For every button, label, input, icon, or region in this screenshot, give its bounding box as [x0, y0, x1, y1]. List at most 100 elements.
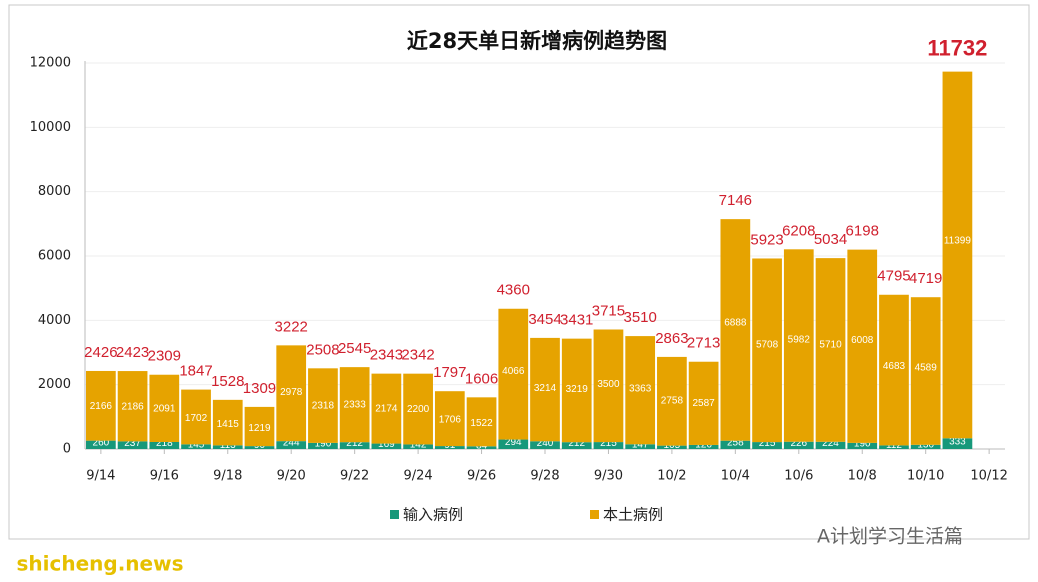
data-label: 190 — [315, 439, 332, 450]
bar-segment — [86, 370, 116, 441]
x-tick-label: 10/2 — [657, 469, 686, 484]
data-label: 142 — [410, 439, 427, 450]
data-label: 240 — [537, 438, 554, 449]
bar-segment — [149, 441, 180, 449]
data-label: 3214 — [534, 383, 557, 394]
x-tick-label: 10/6 — [784, 469, 813, 484]
bar-segment — [879, 445, 909, 449]
total-label: 2309 — [148, 348, 181, 365]
x-tick-label: 9/28 — [530, 469, 559, 484]
total-label: 2343 — [370, 347, 403, 364]
bar-segment — [339, 367, 370, 443]
bar-segment — [466, 397, 497, 447]
y-tick-label: 12000 — [30, 56, 71, 71]
bar-segment — [308, 442, 338, 449]
data-label: 145 — [188, 439, 205, 450]
data-label: 2587 — [692, 398, 715, 409]
bar-segment — [910, 444, 941, 449]
bar-segment — [276, 345, 307, 442]
bar-segment — [244, 446, 275, 449]
data-label: 2333 — [344, 400, 367, 411]
data-label: 218 — [156, 438, 173, 449]
total-label: 4795 — [877, 268, 910, 285]
bar-segment — [403, 373, 433, 445]
bar-segment — [942, 438, 973, 449]
data-label: 11399 — [944, 235, 972, 246]
data-label: 5710 — [819, 339, 842, 350]
bar-segment — [625, 444, 656, 449]
bar-segment — [466, 446, 497, 449]
bar-segment — [371, 443, 402, 449]
total-label: 1606 — [465, 370, 498, 387]
bar-segment — [498, 308, 529, 440]
total-label: 2508 — [306, 341, 339, 358]
bar-segment — [561, 338, 592, 443]
bar-segment — [752, 258, 782, 443]
data-label: 1522 — [470, 418, 493, 429]
data-label: 169 — [378, 439, 395, 450]
total-label: 1797 — [433, 364, 466, 381]
data-label: 3219 — [566, 384, 589, 395]
total-label: 1847 — [179, 363, 212, 380]
total-label: 2713 — [687, 335, 720, 352]
bar-segment — [530, 337, 560, 442]
bar-segment — [625, 336, 656, 445]
data-label: 1415 — [217, 419, 240, 430]
total-label: 2545 — [338, 340, 371, 357]
bar-segment — [815, 441, 846, 449]
data-label: 333 — [949, 436, 966, 447]
legend-swatch — [390, 510, 399, 519]
data-label: 2978 — [280, 387, 303, 398]
bar-segment — [783, 249, 814, 442]
legend-swatch — [590, 510, 599, 519]
total-label: 2426 — [84, 344, 117, 361]
bar-segment — [149, 374, 180, 442]
total-label: 3222 — [275, 318, 308, 335]
data-label: 190 — [854, 439, 871, 450]
y-tick-label: 2000 — [38, 377, 71, 392]
data-label: 294 — [505, 437, 522, 448]
data-label: 5982 — [788, 335, 811, 346]
total-label: 1528 — [211, 373, 244, 390]
bar-segment — [720, 219, 751, 441]
data-label: 1702 — [185, 413, 208, 424]
bar-segment — [815, 258, 846, 442]
data-label: 215 — [759, 438, 776, 449]
data-label: 2758 — [661, 395, 684, 406]
x-tick-label: 10/12 — [970, 469, 1007, 484]
data-label: 215 — [600, 438, 617, 449]
bar-segment — [244, 406, 275, 447]
x-tick-label: 9/24 — [404, 469, 433, 484]
data-label: 6008 — [851, 335, 874, 346]
data-label: 237 — [124, 438, 141, 449]
data-label: 258 — [727, 437, 744, 448]
bar-segment — [657, 356, 687, 446]
x-tick-label: 10/8 — [848, 469, 877, 484]
data-label: 2174 — [375, 404, 398, 415]
bar-segment — [181, 389, 211, 445]
bar-segment — [752, 442, 782, 449]
data-label: 3500 — [597, 379, 620, 390]
data-label: 4683 — [883, 361, 906, 372]
data-label: 260 — [93, 437, 110, 448]
chart-frame — [8, 4, 1030, 540]
bar-segment — [498, 439, 529, 449]
bar-segment — [593, 329, 624, 443]
bar-segment — [403, 444, 433, 449]
y-tick-label: 4000 — [38, 313, 71, 328]
data-label: 5708 — [756, 340, 779, 351]
data-label: 4066 — [502, 366, 525, 377]
total-label: 1309 — [243, 380, 276, 397]
bar-segment — [117, 441, 148, 449]
bar-segment — [593, 442, 624, 449]
total-label: 7146 — [719, 192, 752, 209]
total-label: 11732 — [927, 35, 987, 60]
bar-segment — [117, 371, 148, 442]
x-tick-label: 9/20 — [277, 469, 306, 484]
legend-label: 本土病例 — [603, 506, 663, 524]
x-tick-label: 10/10 — [907, 469, 944, 484]
watermark: A计划学习生活篇 — [817, 526, 963, 548]
legend-label: 输入病例 — [403, 506, 463, 524]
total-label: 6208 — [782, 222, 815, 239]
bar-segment — [561, 442, 592, 449]
